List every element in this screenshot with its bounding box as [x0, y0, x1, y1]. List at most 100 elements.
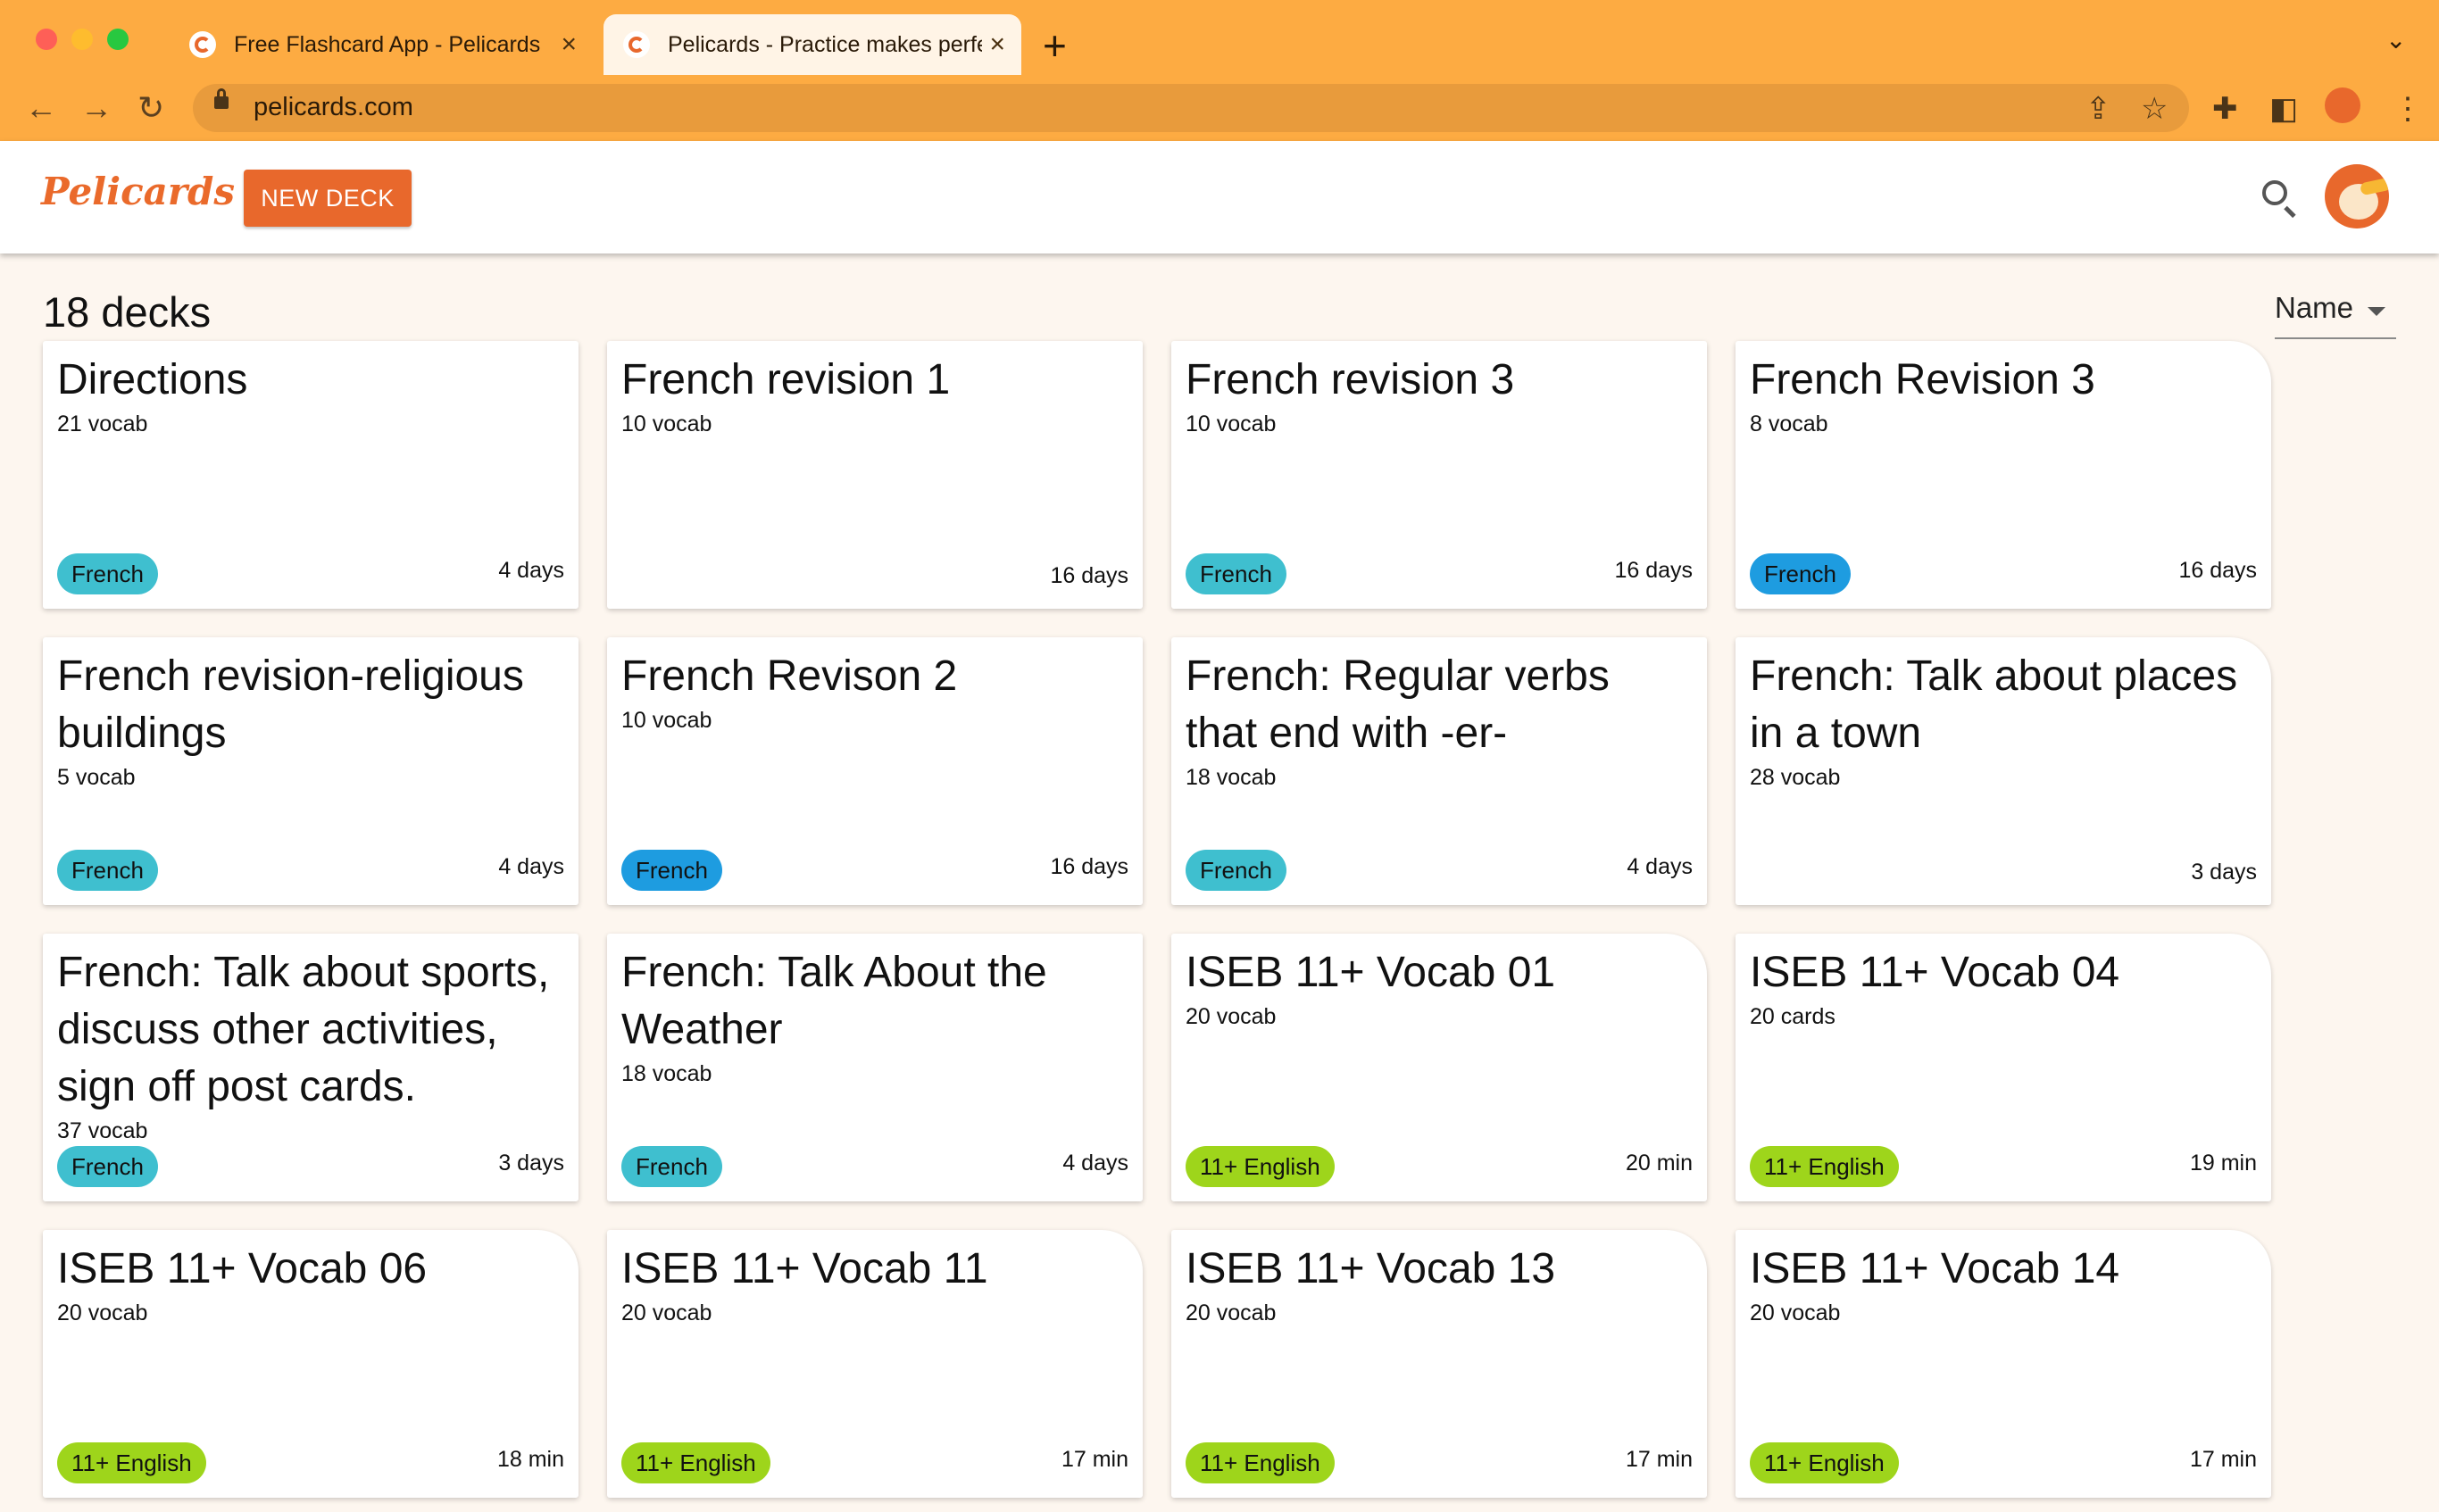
deck-card-count: 20 vocab — [57, 1300, 148, 1325]
pelicards-favicon-icon — [623, 31, 650, 58]
close-window-button[interactable] — [36, 29, 57, 50]
deck-grid: Directions 21 vocab French 4 days French rev… — [43, 341, 2271, 1498]
deck-title-text: French revision-religious buildings — [57, 652, 524, 757]
deck-tag[interactable]: French — [1186, 553, 1286, 594]
close-tab-icon[interactable]: × — [561, 29, 577, 59]
profile-avatar-icon[interactable] — [2325, 87, 2360, 123]
deck-tag[interactable]: French — [621, 1146, 722, 1187]
caret-down-icon — [2368, 307, 2385, 316]
deck-tag[interactable]: 11+ English — [621, 1442, 770, 1483]
deck-last-studied: 4 days — [1062, 1151, 1128, 1176]
deck-tag[interactable]: French — [57, 553, 158, 594]
extensions-puzzle-icon[interactable]: ✚ — [2212, 92, 2238, 126]
deck-tag[interactable]: 11+ English — [1750, 1146, 1899, 1187]
deck-last-studied: 17 min — [1061, 1447, 1128, 1472]
address-bar[interactable] — [193, 84, 2189, 132]
deck-title: ISEB 11+ Vocab 06 20 vocab — [57, 1241, 557, 1328]
deck-card-count: 37 vocab — [57, 1118, 148, 1143]
deck-card-count: 10 vocab — [1186, 411, 1277, 436]
deck-card[interactable]: ISEB 11+ Vocab 11 20 vocab 11+ English 17 m… — [607, 1230, 1143, 1498]
browser-menu-icon[interactable]: ⋮ — [2393, 92, 2423, 126]
share-icon[interactable]: ⇪ — [2085, 92, 2111, 126]
deck-card[interactable]: ISEB 11+ Vocab 14 20 vocab 11+ English 17 m… — [1736, 1230, 2271, 1498]
deck-last-studied: 16 days — [1050, 854, 1128, 879]
deck-card[interactable]: French revision 1 10 vocab 16 days — [607, 341, 1143, 609]
search-icon[interactable] — [2262, 180, 2287, 205]
maximize-window-button[interactable] — [107, 29, 129, 50]
side-panel-icon[interactable]: ◧ — [2269, 92, 2299, 126]
deck-card[interactable]: ISEB 11+ Vocab 01 20 vocab 11+ English 20 m… — [1171, 934, 1707, 1201]
forward-arrow-icon[interactable]: → — [80, 89, 112, 126]
back-arrow-icon[interactable]: ← — [25, 89, 57, 126]
reload-icon[interactable]: ↻ — [137, 89, 165, 126]
tab-title: Free Flashcard App - Pelicards — [234, 31, 541, 57]
deck-title-text: French Revision 3 — [1750, 356, 2095, 403]
deck-last-studied: 19 min — [2189, 1151, 2257, 1176]
bookmark-star-icon[interactable]: ☆ — [2141, 92, 2168, 126]
pelicards-logo[interactable]: Pelicards — [41, 170, 236, 213]
deck-last-studied: 4 days — [1627, 854, 1693, 879]
deck-card-count: 8 vocab — [1750, 411, 1828, 436]
deck-card-count: 10 vocab — [621, 411, 712, 436]
deck-tag[interactable]: French — [57, 1146, 158, 1187]
close-tab-icon[interactable]: × — [989, 29, 1005, 59]
deck-title: French: Talk About the Weather 18 vocab — [621, 944, 1121, 1089]
new-tab-icon[interactable]: + — [1043, 22, 1067, 69]
deck-tag[interactable]: French — [1186, 850, 1286, 891]
deck-card[interactable]: French: Talk about sports, discuss other… — [43, 934, 579, 1201]
deck-card[interactable]: Directions 21 vocab French 4 days — [43, 341, 579, 609]
deck-tag[interactable]: 11+ English — [1750, 1442, 1899, 1483]
user-avatar[interactable] — [2325, 164, 2389, 228]
deck-tag[interactable]: 11+ English — [57, 1442, 206, 1483]
deck-title: ISEB 11+ Vocab 11 20 vocab — [621, 1241, 1121, 1328]
deck-title: French: Regular verbs that end with -er-… — [1186, 648, 1686, 793]
sort-select[interactable]: Name — [2275, 291, 2396, 339]
deck-title: French: Talk about places in a town 28 vo… — [1750, 648, 2250, 793]
deck-card[interactable]: French: Talk about places in a town 28 vo… — [1736, 637, 2271, 905]
deck-card-count: 20 vocab — [1186, 1004, 1277, 1029]
url-text[interactable]: pelicards.com — [254, 93, 413, 121]
pelicards-favicon-icon — [189, 31, 216, 58]
deck-card-count: 18 vocab — [1186, 765, 1277, 790]
deck-card-count: 20 cards — [1750, 1004, 1835, 1029]
deck-card[interactable]: French Revision 3 8 vocab French 16 days — [1736, 341, 2271, 609]
deck-card[interactable]: ISEB 11+ Vocab 04 20 cards 11+ English 19 m… — [1736, 934, 2271, 1201]
deck-card[interactable]: French revision 3 10 vocab French 16 days — [1171, 341, 1707, 609]
deck-title: French: Talk about sports, discuss other… — [57, 944, 557, 1146]
deck-tag[interactable]: French — [1750, 553, 1851, 594]
deck-tag[interactable]: 11+ English — [1186, 1146, 1335, 1187]
deck-last-studied: 18 min — [496, 1447, 564, 1472]
deck-card-count: 20 vocab — [621, 1300, 712, 1325]
tab-search-chevron-icon[interactable]: ⌄ — [2385, 26, 2407, 54]
deck-card[interactable]: French: Talk About the Weather 18 vocab Fr… — [607, 934, 1143, 1201]
deck-tag[interactable]: 11+ English — [1186, 1442, 1335, 1483]
deck-last-studied: 4 days — [498, 558, 564, 583]
deck-title: ISEB 11+ Vocab 01 20 vocab — [1186, 944, 1686, 1032]
deck-title: ISEB 11+ Vocab 13 20 vocab — [1186, 1241, 1686, 1328]
minimize-window-button[interactable] — [71, 29, 93, 50]
deck-last-studied: 16 days — [1614, 558, 1693, 583]
deck-last-studied: 4 days — [498, 854, 564, 879]
deck-title-text: ISEB 11+ Vocab 04 — [1750, 949, 2120, 996]
deck-title: French revision 3 10 vocab — [1186, 352, 1686, 439]
deck-last-studied: 17 min — [1625, 1447, 1693, 1472]
sort-select-value: Name — [2275, 291, 2354, 324]
new-deck-button[interactable]: NEW DECK — [244, 170, 412, 227]
deck-card-count: 20 vocab — [1750, 1300, 1841, 1325]
deck-card-count: 10 vocab — [621, 708, 712, 733]
deck-title-text: French: Talk About the Weather — [621, 949, 1047, 1053]
deck-tag[interactable]: French — [621, 850, 722, 891]
deck-title: ISEB 11+ Vocab 04 20 cards — [1750, 944, 2250, 1032]
deck-card[interactable]: ISEB 11+ Vocab 06 20 vocab 11+ English 18 m… — [43, 1230, 579, 1498]
deck-card[interactable]: French: Regular verbs that end with -er-… — [1171, 637, 1707, 905]
deck-title: French revision 1 10 vocab — [621, 352, 1121, 439]
deck-card[interactable]: French Revison 2 10 vocab French 16 days — [607, 637, 1143, 905]
deck-last-studied: 17 min — [2189, 1447, 2257, 1472]
deck-card[interactable]: French revision-religious buildings 5 voc… — [43, 637, 579, 905]
browser-tab-active[interactable]: Pelicards - Practice makes perfect × — [604, 14, 1021, 75]
deck-tag[interactable]: French — [57, 850, 158, 891]
deck-last-studied: 16 days — [2178, 558, 2257, 583]
browser-tab-inactive[interactable]: Free Flashcard App - Pelicards × — [170, 14, 593, 75]
deck-title: ISEB 11+ Vocab 14 20 vocab — [1750, 1241, 2250, 1328]
deck-card[interactable]: ISEB 11+ Vocab 13 20 vocab 11+ English 17 m… — [1171, 1230, 1707, 1498]
